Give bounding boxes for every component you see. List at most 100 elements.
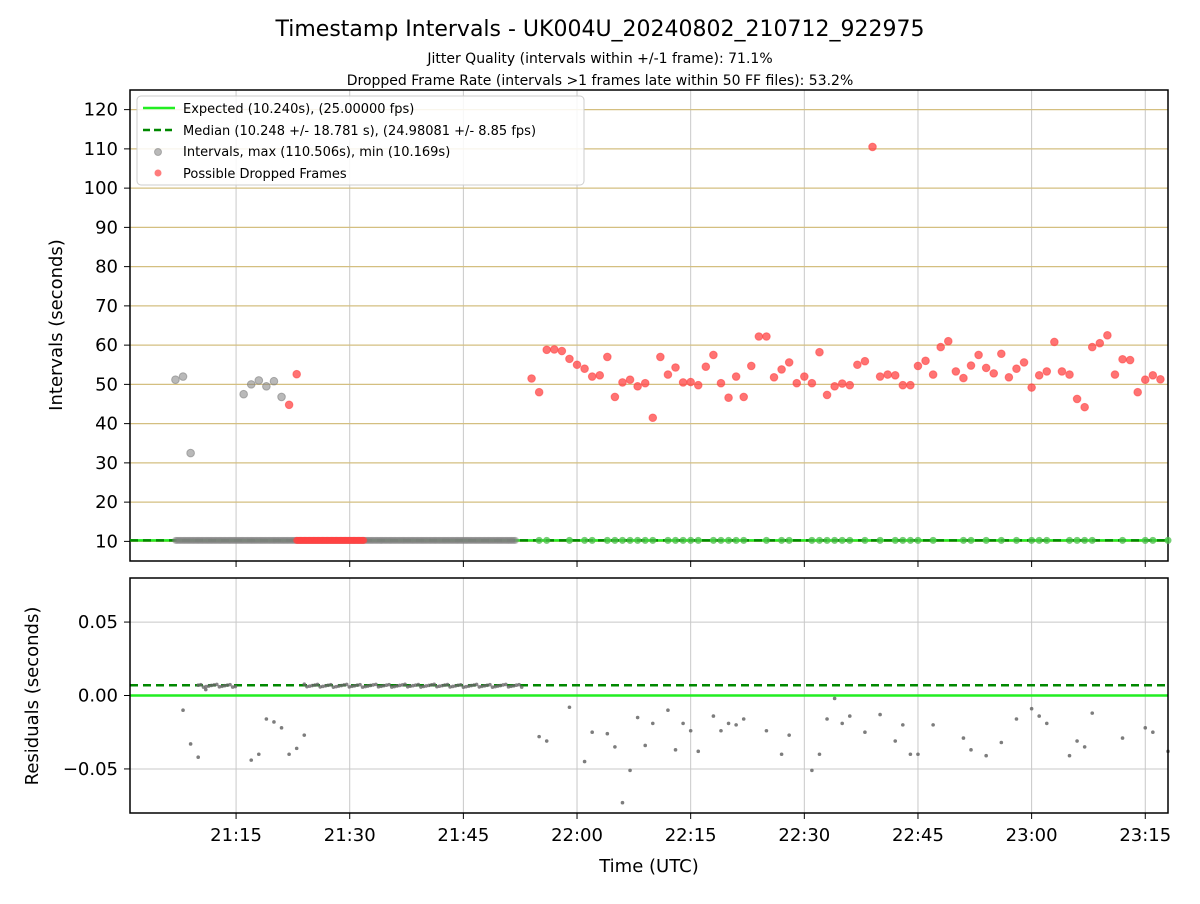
dropped-frame-point [732, 373, 740, 381]
dropped-frame-point [1020, 359, 1028, 367]
residual-point [504, 683, 508, 687]
x-tick-label: 22:15 [665, 825, 717, 846]
intervals-y-tick-label: 120 [84, 100, 118, 121]
residual-point [280, 726, 284, 730]
residual-point [962, 736, 966, 740]
interval-point-overlay [831, 537, 838, 544]
residual-point [734, 723, 738, 727]
interval-point-overlay [1043, 537, 1050, 544]
dropped-frame-point [876, 373, 884, 381]
dropped-frame-point [755, 333, 763, 341]
dropped-frame-point [861, 357, 869, 365]
dropped-frame-point [990, 370, 998, 378]
dropped-frame-point [914, 362, 922, 370]
residual-point [1030, 707, 1034, 711]
dropped-frame-point [944, 337, 952, 345]
legend-median-label: Median (10.248 +/- 18.781 s), (24.98081 … [183, 124, 536, 139]
x-tick-label: 21:30 [324, 825, 376, 846]
interval-point [247, 381, 255, 389]
residual-point [302, 733, 306, 737]
x-axis-label: Time (UTC) [598, 856, 699, 877]
dropped-frame-point [907, 381, 915, 389]
residual-point [742, 717, 746, 721]
residual-point [909, 752, 913, 756]
residual-point [204, 688, 208, 692]
dropped-frame-point [360, 537, 367, 544]
dropped-frame-point [1111, 371, 1119, 379]
residual-point [931, 723, 935, 727]
x-tick-label: 23:00 [1006, 825, 1058, 846]
dropped-frame-point [1126, 356, 1134, 364]
dropped-frame-point [770, 374, 778, 382]
dropped-frame-point [550, 346, 558, 354]
dropped-frame-point [1013, 365, 1021, 373]
interval-point-overlay [1013, 537, 1020, 544]
dropped-frame-point [725, 394, 733, 402]
interval-point-overlay [672, 537, 679, 544]
dropped-frame-point [293, 370, 301, 378]
dropped-frame-point [626, 376, 634, 384]
interval-point-overlay [604, 537, 611, 544]
dropped-frame-point [1035, 372, 1043, 380]
interval-point [278, 393, 286, 401]
dropped-frame-point [816, 348, 824, 356]
dropped-frame-point [588, 373, 596, 381]
dropped-frame-point [664, 371, 672, 379]
dropped-frame-point [1066, 371, 1074, 379]
residual-point [848, 714, 852, 718]
residual-point [712, 714, 716, 718]
dropped-frame-point [899, 381, 907, 389]
dropped-frame-point [922, 357, 930, 365]
interval-point-overlay [717, 537, 724, 544]
residual-point [825, 717, 829, 721]
intervals-y-tick-label: 90 [95, 217, 118, 238]
residual-point [1075, 739, 1079, 743]
residual-point [606, 732, 610, 736]
interval-point-overlay [1165, 537, 1172, 544]
residual-point [1121, 736, 1125, 740]
dropped-frame-point [884, 371, 892, 379]
dropped-frame-point [543, 346, 551, 354]
residual-point [1045, 722, 1049, 726]
residual-point [316, 683, 320, 687]
dropped-frame-point [808, 379, 816, 387]
interval-point-overlay [914, 537, 921, 544]
interval-point-overlay [1074, 537, 1081, 544]
residual-point [1143, 726, 1147, 730]
residual-point [272, 720, 276, 724]
residual-point [287, 752, 291, 756]
residual-point [1037, 714, 1041, 718]
dropped-frame-point [558, 347, 566, 355]
dropped-frame-point [960, 374, 968, 382]
residuals-y-tick-label: −0.05 [63, 759, 118, 780]
residual-point [681, 722, 685, 726]
interval-point [263, 383, 271, 391]
intervals-y-tick-label: 20 [95, 492, 118, 513]
residual-point [916, 752, 920, 756]
residual-point [590, 730, 594, 734]
dropped-frame-point [1058, 368, 1066, 376]
x-tick-label: 22:30 [778, 825, 830, 846]
dropped-frame-point [952, 368, 960, 376]
interval-point-overlay [733, 537, 740, 544]
residual-point [199, 683, 203, 687]
residual-point [1083, 745, 1087, 749]
dropped-frame-point [1028, 384, 1036, 392]
residual-point [475, 683, 479, 687]
residual-point [833, 697, 837, 701]
interval-point-overlay [839, 537, 846, 544]
dropped-frame-point [1051, 338, 1059, 346]
dropped-frame-point [778, 366, 786, 374]
interval-point-overlay [786, 537, 793, 544]
intervals-y-tick-label: 70 [95, 296, 118, 317]
residual-point [432, 682, 436, 686]
dropped-frame-point [702, 363, 710, 371]
interval-point-overlay [983, 537, 990, 544]
interval-point-overlay [611, 537, 618, 544]
dropped-frame-point [581, 365, 589, 373]
residual-point [863, 730, 867, 734]
interval-point-overlay [680, 537, 687, 544]
dropped-frame-point [747, 362, 755, 370]
interval-point-overlay [808, 537, 815, 544]
interval-point-overlay [877, 537, 884, 544]
